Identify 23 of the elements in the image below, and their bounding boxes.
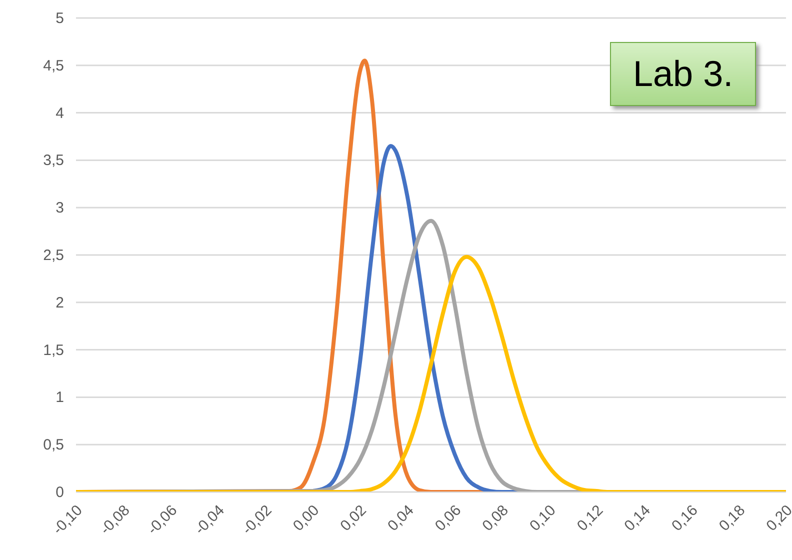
y-tick-label: 1,5 — [43, 342, 64, 359]
y-tick-label: 0,5 — [43, 436, 64, 454]
x-tick-label: 0,04 — [384, 502, 418, 535]
x-tick-label: 0,00 — [290, 502, 323, 535]
x-tick-label: 0,18 — [716, 502, 749, 535]
y-tick-label: 4 — [56, 104, 64, 122]
annotation: Lab 3. — [610, 42, 756, 106]
y-tick-label: 0 — [56, 484, 64, 501]
x-tick-label: 0,14 — [621, 502, 654, 535]
x-tick-label: 0,02 — [337, 502, 370, 535]
y-tick-label: 5 — [56, 10, 64, 27]
y-tick-label: 3,5 — [43, 152, 64, 170]
y-tick-label: 2 — [56, 294, 64, 312]
y-tick-label: 2,5 — [43, 247, 64, 264]
x-tick-label: 0,10 — [526, 502, 560, 535]
x-tick-label: 0,20 — [763, 502, 792, 535]
x-tick-label: 0,08 — [479, 502, 512, 535]
x-tick-label: 0,12 — [574, 502, 607, 535]
x-tick-label: 0,06 — [432, 502, 465, 535]
y-tick-label: 3 — [56, 200, 64, 217]
y-tick-label: 1 — [56, 389, 64, 406]
x-tick-label: 0,16 — [668, 502, 702, 535]
y-tick-label: 4,5 — [43, 57, 64, 74]
